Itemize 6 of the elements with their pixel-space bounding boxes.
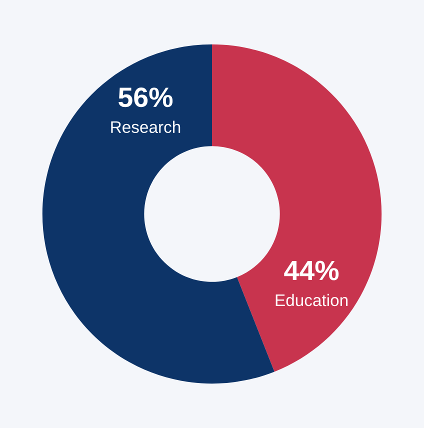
slice-label: Education bbox=[276, 294, 348, 306]
donut-slice bbox=[42, 44, 274, 384]
data-label: 56% bbox=[118, 88, 173, 108]
slice-label: Research bbox=[111, 120, 180, 134]
data-label: 44% bbox=[284, 260, 339, 280]
donut-slice bbox=[212, 44, 382, 372]
